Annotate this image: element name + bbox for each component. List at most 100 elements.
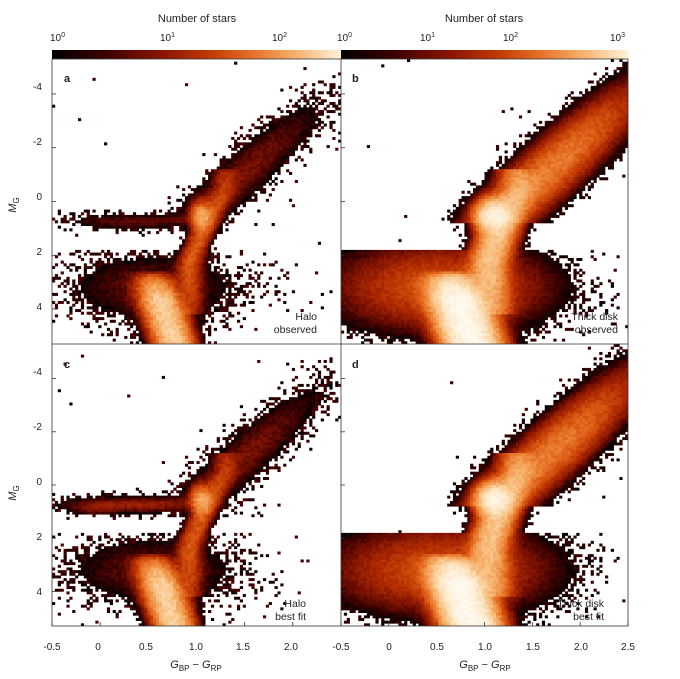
density-cell (182, 247, 186, 251)
density-cell (338, 131, 341, 135)
density-cell (222, 185, 226, 189)
density-cell (495, 190, 500, 194)
density-cell (210, 169, 215, 173)
density-cell (539, 217, 543, 221)
density-cell (498, 161, 503, 165)
density-cell (251, 136, 255, 140)
density-cell (187, 209, 192, 213)
density-cell (602, 110, 606, 114)
density-cell (473, 223, 477, 226)
density-cell (573, 139, 577, 143)
density-cell (584, 93, 589, 97)
density-cell (228, 185, 232, 189)
density-cell (216, 298, 220, 302)
density-cell (599, 169, 603, 173)
density-cell (516, 201, 520, 205)
density-cell (199, 322, 203, 326)
density-cell (484, 188, 488, 192)
density-cell (176, 325, 180, 329)
density-cell (251, 158, 255, 162)
density-cell (138, 306, 142, 310)
density-cell (487, 239, 491, 243)
density-cell (234, 131, 238, 135)
density-cell (251, 171, 255, 175)
density-cell (605, 147, 609, 151)
density-cell (150, 311, 154, 315)
density-cell (262, 126, 267, 130)
density-cell (89, 290, 93, 294)
density-cell (106, 292, 111, 296)
density-cell (475, 220, 480, 224)
density-cell (544, 155, 548, 159)
density-cell (602, 136, 606, 140)
density-cell (587, 171, 591, 175)
density-cell (144, 333, 148, 337)
density-cell (584, 139, 589, 143)
density-cell (236, 287, 241, 291)
density-cell (254, 145, 258, 149)
density-cell (228, 204, 232, 208)
density-cell (564, 206, 569, 210)
density-cell (236, 274, 241, 278)
density-cell (187, 214, 192, 218)
density-cell (242, 300, 246, 304)
density-cell (106, 266, 111, 270)
density-cell (596, 131, 600, 135)
density-cell (173, 217, 177, 221)
density-cell (458, 220, 462, 224)
density-cell (208, 239, 212, 243)
density-cell (461, 196, 465, 200)
density-cell (495, 147, 500, 151)
density-cell (507, 209, 511, 213)
density-cell (478, 236, 482, 240)
density-cell (541, 158, 546, 162)
density-cell (619, 118, 623, 122)
density-cell (524, 228, 528, 232)
density-cell (216, 257, 220, 261)
density-cell (518, 223, 523, 226)
density-cell (564, 185, 569, 189)
density-cell (518, 228, 523, 232)
density-cell (190, 303, 194, 307)
density-cell (294, 131, 298, 135)
density-cell (147, 333, 151, 337)
density-cell (222, 274, 226, 278)
density-cell (190, 335, 194, 339)
density-cell (130, 276, 134, 280)
density-cell (219, 306, 223, 310)
density-cell (196, 206, 200, 210)
density-cell (210, 274, 215, 278)
density-cell (109, 330, 113, 334)
density-cell (236, 158, 241, 162)
density-cell (222, 214, 226, 218)
density-cell (452, 204, 457, 208)
density-cell (561, 158, 566, 162)
density-cell (75, 268, 79, 272)
density-cell (268, 161, 272, 165)
density-cell (605, 85, 609, 89)
density-cell (584, 193, 589, 197)
density-cell (118, 266, 122, 270)
density-cell (138, 257, 142, 261)
density-cell (101, 300, 105, 304)
density-cell (582, 166, 586, 170)
density-cell (501, 206, 505, 210)
density-cell (179, 330, 183, 334)
density-cell (202, 188, 206, 192)
density-cell (484, 228, 488, 232)
density-cell (228, 255, 232, 259)
density-cell (248, 196, 252, 200)
density-cell (579, 147, 583, 151)
density-cell (524, 212, 528, 216)
density-cell (619, 136, 623, 140)
density-cell (613, 147, 617, 151)
density-cell (141, 257, 145, 261)
density-cell (153, 325, 157, 329)
density-cell (104, 298, 108, 302)
density-cell (294, 158, 298, 162)
density-cell (83, 295, 87, 299)
density-cell (60, 282, 64, 286)
density-cell (213, 233, 218, 237)
density-cell (300, 145, 304, 149)
density-cell (101, 217, 105, 221)
